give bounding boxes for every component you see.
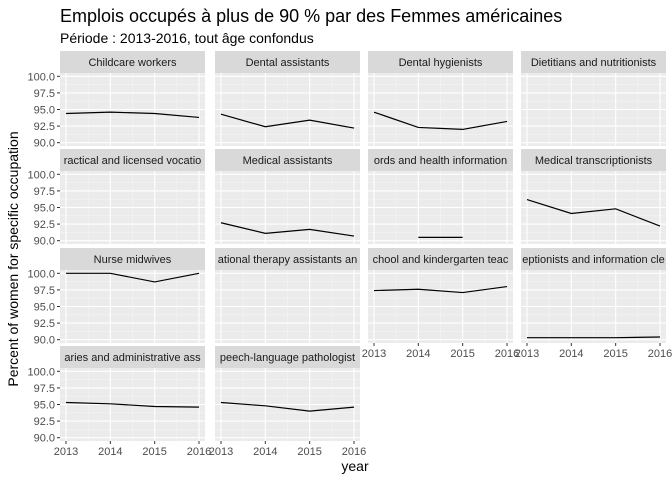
y-tick-label: 95.0	[34, 400, 55, 412]
y-tick-label: 90.0	[34, 433, 55, 445]
series-line	[526, 336, 661, 339]
facet-strip-label: peech-language pathologist	[220, 352, 355, 364]
y-tick-label: 97.5	[34, 186, 55, 198]
y-tick-label: 100.0	[27, 169, 55, 181]
facet-panel: Medical assistants	[215, 149, 360, 244]
facet-strip	[215, 346, 360, 368]
facet-strip-label: ractical and licensed vocatio	[64, 155, 202, 167]
x-tick-label: 2015	[297, 446, 321, 458]
facet-strip	[60, 346, 205, 368]
facet-strip-label: chool and kindergarten teac	[373, 254, 509, 266]
x-tick-label: 2016	[342, 446, 366, 458]
series-line	[373, 111, 508, 131]
y-tick-label: 100.0	[27, 71, 55, 83]
x-axis-title: year	[341, 458, 369, 474]
x-tick-label: 2016	[495, 348, 519, 360]
facet-strip	[215, 248, 360, 270]
facet-strip	[215, 149, 360, 171]
facet-strip-label: Medical assistants	[243, 155, 333, 167]
facet-panel: ords and health information	[368, 149, 513, 244]
chart-title: Emplois occupés à plus de 90 % par des F…	[60, 6, 562, 26]
y-tick-label: 92.5	[34, 219, 55, 231]
y-tick-label: 90.0	[34, 236, 55, 248]
facet-strip	[60, 248, 205, 270]
series-line	[65, 111, 200, 119]
x-tick-label: 2015	[450, 348, 474, 360]
facet-panel: eptionists and information cle 2013 2014 20…	[515, 248, 672, 360]
facet-strip-label: ational therapy assistants an	[218, 254, 357, 266]
facet-strip	[368, 51, 513, 73]
series-line	[65, 401, 200, 408]
y-axis-title: Percent of women for specific occupation	[5, 131, 21, 386]
x-tick-label: 2016	[648, 348, 672, 360]
facet-panel: Dental assistants	[215, 51, 360, 146]
y-tick-label: 92.5	[34, 318, 55, 330]
facet-panel: aries and administrative ass 90.0 92.5 95.0…	[27, 346, 211, 458]
x-tick-label: 2013	[209, 446, 233, 458]
y-tick-label: 92.5	[34, 121, 55, 133]
x-tick-label: 2014	[559, 348, 583, 360]
facet-strip-label: Medical transcriptionists	[535, 155, 653, 167]
series-line	[373, 285, 508, 294]
y-tick-label: 90.0	[34, 335, 55, 347]
facet-strip	[60, 51, 205, 73]
x-tick-label: 2014	[406, 348, 430, 360]
facet-strip	[60, 149, 205, 171]
x-tick-label: 2013	[362, 348, 386, 360]
facet-strip-label: ords and health information	[374, 155, 507, 167]
facet-strip-label: Nurse midwives	[94, 254, 172, 266]
facet-strip-label: Dental hygienists	[399, 57, 483, 69]
facet-strip-label: eptionists and information cle	[522, 254, 664, 266]
facet-panel: peech-language pathologist 2013 2014 2015 20…	[209, 346, 366, 458]
y-tick-label: 100.0	[27, 268, 55, 280]
facet-panel: Dietitians and nutritionists	[521, 51, 666, 146]
facet-strip-label: aries and administrative ass	[64, 352, 201, 364]
series-line	[526, 198, 661, 227]
y-tick-label: 100.0	[27, 366, 55, 378]
x-tick-label: 2014	[98, 446, 122, 458]
facet-strip	[368, 149, 513, 171]
facet-panel: Dental hygienists	[368, 51, 513, 146]
facet-strip-label: Dental assistants	[246, 57, 330, 69]
facet-panels: Childcare workers 90.0 92.5 95.0 97.5 100.0 De…	[27, 51, 672, 458]
facet-strip	[521, 149, 666, 171]
y-tick-label: 90.0	[34, 138, 55, 150]
x-tick-label: 2016	[187, 446, 211, 458]
facet-panel: Childcare workers 90.0 92.5 95.0 97.5 100.0	[27, 51, 205, 150]
y-tick-label: 95.0	[34, 203, 55, 215]
y-tick-label: 95.0	[34, 105, 55, 117]
y-tick-label: 97.5	[34, 285, 55, 297]
series-line	[65, 272, 200, 283]
y-tick-label: 97.5	[34, 88, 55, 100]
x-tick-label: 2015	[603, 348, 627, 360]
facet-strip-label: Dietitians and nutritionists	[531, 57, 657, 69]
x-tick-label: 2015	[142, 446, 166, 458]
x-tick-label: 2013	[515, 348, 539, 360]
facet-panel: Nurse midwives 90.0 92.5 95.0 97.5 100.0	[27, 248, 205, 347]
series-line	[220, 222, 355, 237]
facet-panel: ractical and licensed vocatio 90.0 92.5 95.…	[27, 149, 205, 248]
y-tick-label: 95.0	[34, 302, 55, 314]
facet-strip	[521, 248, 666, 270]
y-tick-label: 97.5	[34, 383, 55, 395]
facet-strip-label: Childcare workers	[88, 57, 177, 69]
chart-subtitle: Période : 2013-2016, tout âge confondus	[60, 30, 314, 46]
facet-panel: Medical transcriptionists	[521, 149, 666, 244]
facet-strip	[521, 51, 666, 73]
facet-strip	[368, 248, 513, 270]
x-tick-label: 2014	[253, 446, 277, 458]
y-tick-label: 92.5	[34, 416, 55, 428]
series-line	[220, 401, 355, 412]
series-line	[220, 113, 355, 129]
facet-strip	[215, 51, 360, 73]
facet-panel: ational therapy assistants an	[215, 248, 360, 343]
x-tick-label: 2013	[54, 446, 78, 458]
facet-panel: chool and kindergarten teac 2013 2014 2015 2…	[362, 248, 519, 360]
